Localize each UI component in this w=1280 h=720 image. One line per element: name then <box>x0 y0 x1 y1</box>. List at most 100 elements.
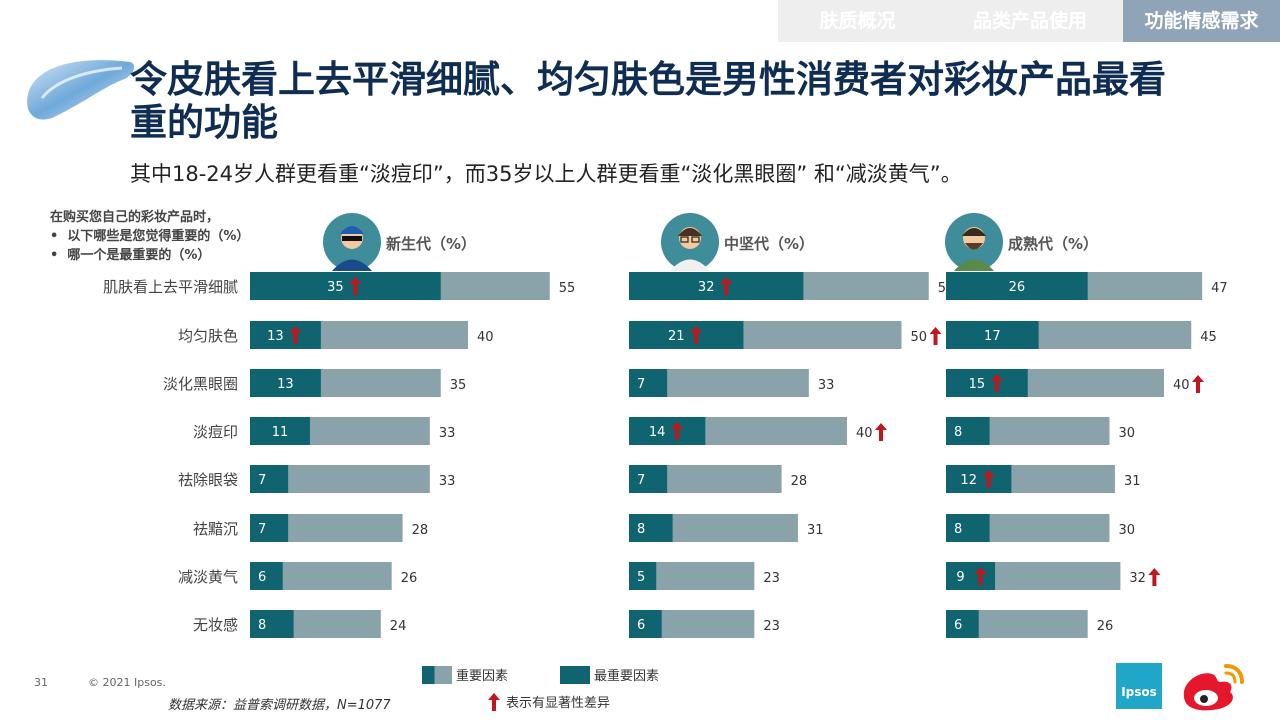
up-arrow-icon <box>1192 375 1204 393</box>
legend-important-swatch <box>422 665 452 684</box>
bar-most-label: 35 <box>327 280 344 295</box>
bar-most-label: 11 <box>272 425 289 440</box>
up-arrow-icon <box>875 423 887 441</box>
tab-skin-overview[interactable]: 肤质概况 <box>778 0 937 42</box>
bar-important-label: 32 <box>1129 571 1146 586</box>
bar-important-label: 50 <box>911 330 928 345</box>
category-label: 均匀肤色 <box>178 327 238 345</box>
bar-most-important <box>629 321 744 349</box>
up-arrow-icon <box>690 326 703 344</box>
legend-most-label: 最重要因素 <box>594 669 660 684</box>
page-number: 31 <box>34 676 48 689</box>
bar-most-important <box>250 272 441 300</box>
bar-most-label: 7 <box>637 473 645 488</box>
bar-most-important <box>250 562 283 590</box>
bar-most-label: 7 <box>637 377 645 392</box>
up-arrow-icon <box>488 692 500 711</box>
bar-most-important <box>629 514 673 542</box>
data-source: 数据来源：益普索调研数据，N=1077 <box>168 698 391 713</box>
up-arrow-icon <box>974 567 987 585</box>
bar-most-important <box>946 562 996 590</box>
bar-important-label: 40 <box>1173 378 1190 393</box>
bar-most-important <box>250 369 321 397</box>
bar-most-label: 6 <box>637 618 645 633</box>
up-arrow-icon <box>289 326 302 344</box>
cosmetic-smear-icon <box>27 60 135 120</box>
category-label: 无妆感 <box>193 616 238 634</box>
panel-avatar-icon <box>661 213 719 271</box>
bar-most-label: 7 <box>258 473 266 488</box>
bar-most-important <box>629 417 706 445</box>
question-line-1: 在购买您自己的彩妆产品时， <box>50 210 220 225</box>
copyright: © 2021 Ipsos. <box>88 676 166 689</box>
bar-most-label: 9 <box>956 570 964 585</box>
bar-most-label: 14 <box>649 425 666 440</box>
bar-most-label: 15 <box>969 377 986 392</box>
bar-most-important <box>946 369 1028 397</box>
bar-most-label: 12 <box>960 473 977 488</box>
panel-title: 新生代（%） <box>386 235 476 253</box>
bar-most-important <box>250 321 321 349</box>
bar-most-important <box>946 272 1088 300</box>
bar-important-label: 31 <box>807 523 824 538</box>
bar-most-important <box>250 417 310 445</box>
bar-important-label: 23 <box>763 619 780 634</box>
bar-most-label: 17 <box>984 329 1001 344</box>
bar-most-label: 21 <box>668 329 685 344</box>
bar-most-important <box>629 369 668 397</box>
category-label: 肌肤看上去平滑细腻 <box>103 278 238 296</box>
page-title: 令皮肤看上去平滑细腻、均匀肤色是男性消费者对彩妆产品最看重的功能 <box>130 58 1166 144</box>
legend-most-swatch <box>560 665 590 684</box>
up-arrow-icon <box>671 422 684 440</box>
weibo-logo-icon <box>1183 664 1244 711</box>
bar-most-label: 8 <box>954 425 962 440</box>
survey-question: 在购买您自己的彩妆产品时， • 以下哪些是您觉得重要的（%） • 哪一个是最重要… <box>50 208 249 265</box>
legend-important-label: 重要因素 <box>456 669 509 684</box>
page-subtitle: 其中18-24岁人群更看重“淡痘印”，而35岁以上人群更看重“淡化黑眼圈” 和“… <box>130 162 962 186</box>
question-line-3-text: 哪一个是最重要的（%） <box>67 248 211 263</box>
bar-most-important <box>250 465 289 493</box>
bar-important-label: 33 <box>439 426 456 441</box>
tab-category-usage[interactable]: 品类产品使用 <box>937 0 1123 42</box>
ipsos-logo-text: Ipsos <box>1121 685 1157 699</box>
legend-arrow-label: 表示有显著性差异 <box>506 696 611 711</box>
panel-title: 中坚代（%） <box>724 235 814 253</box>
up-arrow-icon <box>720 277 733 295</box>
up-arrow-icon <box>982 470 995 488</box>
category-label: 减淡黄气 <box>178 568 238 586</box>
up-arrow-icon <box>1148 568 1161 586</box>
bar-most-important <box>629 465 668 493</box>
bar-most-label: 5 <box>637 570 645 585</box>
bar-important-label: 35 <box>450 378 467 393</box>
bar-most-important <box>629 610 662 638</box>
panel-avatar-icon <box>945 213 1003 271</box>
bar-most-label: 6 <box>258 570 266 585</box>
bar-most-important <box>629 562 657 590</box>
up-arrow-icon <box>929 327 942 345</box>
bar-important-label: 28 <box>791 474 808 489</box>
bar-most-label: 8 <box>258 618 266 633</box>
tab-function-emotion[interactable]: 功能情感需求 <box>1123 0 1280 42</box>
bar-important-label: 23 <box>763 571 780 586</box>
bar-important-label: 40 <box>477 330 494 345</box>
bar-important-label: 26 <box>1097 619 1114 634</box>
bar-most-important <box>946 465 1012 493</box>
question-line-2: • 以下哪些是您觉得重要的（%） <box>50 229 250 244</box>
bar-most-important <box>946 514 990 542</box>
bar-most-label: 8 <box>637 522 645 537</box>
bar-important-label: 30 <box>1119 523 1136 538</box>
up-arrow-icon <box>349 277 362 295</box>
category-label: 祛除眼袋 <box>178 471 238 489</box>
legend-most: 最重要因素 <box>560 665 659 684</box>
legend-important: 重要因素 <box>422 665 508 684</box>
category-label: 淡化黑眼圈 <box>163 375 238 393</box>
up-arrow-icon <box>990 374 1003 392</box>
question-line-2-text: 以下哪些是您觉得重要的（%） <box>67 229 250 244</box>
bar-most-label: 13 <box>267 329 284 344</box>
category-label: 淡痘印 <box>193 423 238 441</box>
bar-most-important <box>250 610 294 638</box>
question-line-3: • 哪一个是最重要的（%） <box>50 248 211 263</box>
bar-most-important <box>250 514 289 542</box>
bar-important-label: 55 <box>559 281 576 296</box>
